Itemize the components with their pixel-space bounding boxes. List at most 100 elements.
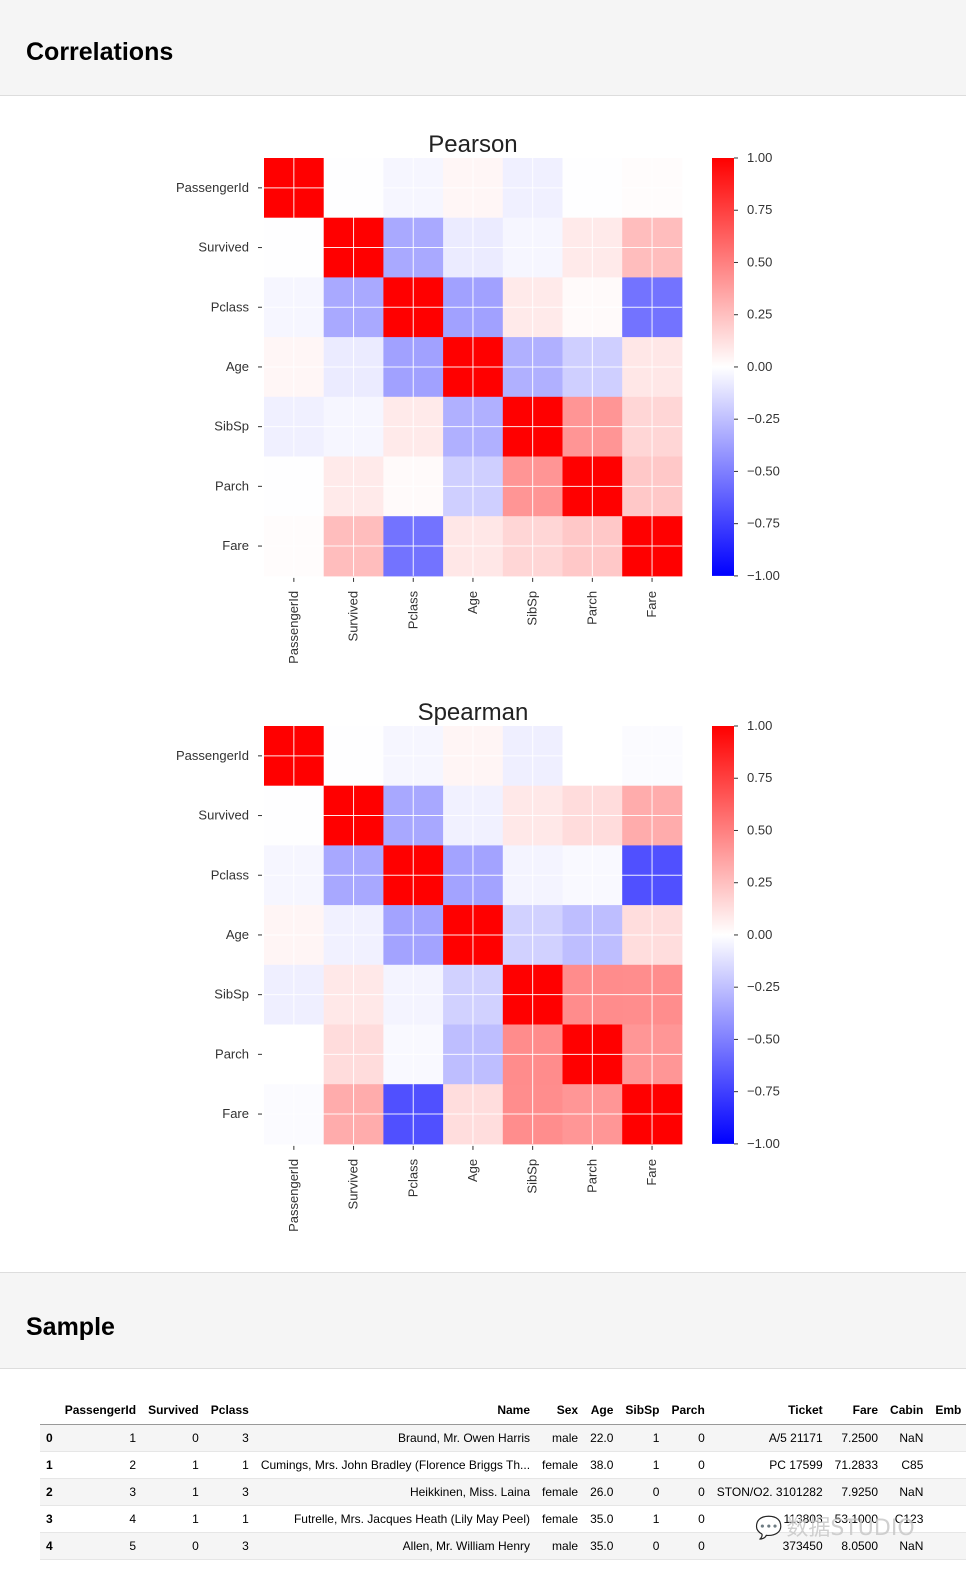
column-header [40, 1396, 59, 1425]
table-cell: 22.0 [584, 1424, 620, 1452]
table-cell: A/5 21171 [710, 1424, 829, 1452]
table-cell [929, 1451, 966, 1479]
watermark: 💬 数据STUDIO [755, 1510, 915, 1542]
colorbar-tick-label: 0.75 [747, 202, 772, 217]
x-tick-label: Pclass [405, 1158, 420, 1197]
table-cell: 0 [142, 1532, 205, 1560]
sample-header: Sample [0, 1272, 966, 1369]
wechat-icon: 💬 [755, 1516, 783, 1541]
pearson-heatmap: Pearson PassengerId Survived Pclass Age SibSp… [176, 131, 780, 664]
y-tick-label: PassengerId [176, 180, 249, 195]
table-cell: NaN [884, 1532, 930, 1560]
colorbar [712, 726, 734, 1144]
y-tick-label: SibSp [214, 987, 249, 1002]
colorbar-tick-label: −1.00 [747, 568, 780, 583]
column-header: Sex [536, 1396, 585, 1425]
column-header: Pclass [204, 1396, 255, 1425]
table-cell: 1 [204, 1451, 255, 1479]
table-cell: 0 [665, 1451, 711, 1479]
x-tick-label: Survived [346, 591, 361, 642]
table-cell: 71.2833 [828, 1451, 885, 1479]
x-tick-label: PassengerId [286, 1159, 301, 1232]
x-tick-label: Pclass [405, 590, 420, 629]
colorbar-tick-label: −0.50 [747, 463, 780, 478]
table-row: 4 5 0 3 Allen, Mr. William Henry male 35.0 0 0 37… [40, 1532, 966, 1560]
x-tick-label: Survived [346, 1159, 361, 1210]
table-cell [929, 1424, 966, 1452]
table-cell: NaN [884, 1424, 930, 1452]
table-cell: female [536, 1451, 585, 1479]
x-tick-label: SibSp [525, 1159, 540, 1194]
table-body: 0 1 0 3 Braund, Mr. Owen Harris male 22.0 1 0 A/5… [40, 1424, 966, 1560]
table-cell: 0 [665, 1505, 711, 1533]
table-cell: 1 [619, 1424, 666, 1452]
colorbar-tick-label: −0.75 [747, 516, 780, 531]
colorbar-tick-label: 0.25 [747, 307, 772, 322]
table-cell: C123 [884, 1505, 930, 1533]
colorbar-tick-label: 0.00 [747, 359, 772, 374]
section-title: Correlations [26, 38, 174, 66]
column-header: Fare [828, 1396, 885, 1425]
x-tick-label: PassengerId [286, 591, 301, 664]
table-cell: 2 [58, 1451, 143, 1479]
table-cell: 1 [58, 1424, 143, 1452]
column-header: Name [254, 1396, 537, 1425]
column-header: Emb [929, 1396, 966, 1425]
table-cell: 0 [142, 1424, 205, 1452]
table-cell: Allen, Mr. William Henry [254, 1532, 537, 1560]
colorbar-tick-label: 0.50 [747, 254, 772, 269]
colorbar-tick-label: 0.50 [747, 822, 772, 837]
table-cell [929, 1532, 966, 1560]
chart-title: Pearson [428, 131, 517, 158]
row-index: 4 [40, 1532, 59, 1560]
table-cell: 1 [142, 1505, 205, 1533]
x-tick-label: SibSp [525, 591, 540, 626]
row-index: 3 [40, 1505, 59, 1533]
colorbar-tick-label: 1.00 [747, 718, 772, 733]
table-cell: 26.0 [584, 1478, 620, 1506]
x-tick-label: Age [465, 591, 480, 614]
y-tick-label: Parch [215, 1046, 249, 1061]
correlations-header: Correlations [0, 0, 966, 96]
column-header: Parch [665, 1396, 711, 1425]
y-tick-label: Fare [222, 538, 249, 553]
column-header: Cabin [884, 1396, 930, 1425]
x-tick-label: Parch [584, 591, 599, 625]
table-cell: 35.0 [584, 1505, 620, 1533]
table-header-row: PassengerId Survived Pclass Name Sex Age… [40, 1396, 966, 1425]
table-cell: 1 [142, 1451, 205, 1479]
table-cell: 0 [665, 1478, 711, 1506]
table-cell: 8.0500 [828, 1532, 885, 1560]
table-cell: 7.9250 [828, 1478, 885, 1506]
y-tick-label: Fare [222, 1106, 249, 1121]
table-cell: 0 [665, 1532, 711, 1560]
colorbar [712, 158, 734, 576]
table-cell: 373450 [710, 1532, 829, 1560]
section-title: Sample [26, 1313, 115, 1341]
table-cell: 3 [204, 1424, 255, 1452]
y-tick-label: Parch [215, 478, 249, 493]
table-cell: 4 [58, 1505, 143, 1533]
table-cell: Heikkinen, Miss. Laina [254, 1478, 537, 1506]
table-cell: 7.2500 [828, 1424, 885, 1452]
column-header: Age [584, 1396, 620, 1425]
table-row: 3 4 1 1 Futrelle, Mrs. Jacques Heath (Lily M… [40, 1505, 966, 1533]
colorbar-tick-label: 0.75 [747, 770, 772, 785]
row-index: 1 [40, 1451, 59, 1479]
sample-table: PassengerId Survived Pclass Name Sex Age… [40, 1396, 966, 1560]
column-header: SibSp [619, 1396, 666, 1425]
table-cell: male [536, 1424, 585, 1452]
table-cell: Futrelle, Mrs. Jacques Heath (Lily May P… [254, 1505, 537, 1533]
y-tick-label: Age [226, 359, 249, 374]
table-cell: female [536, 1505, 585, 1533]
row-index: 0 [40, 1424, 59, 1452]
y-tick-label: Survived [198, 808, 249, 823]
table-cell [929, 1478, 966, 1506]
column-header: PassengerId [58, 1396, 143, 1425]
x-tick-label: Fare [644, 1159, 659, 1186]
table-cell: 38.0 [584, 1451, 620, 1479]
table-cell: NaN [884, 1478, 930, 1506]
colorbar-tick-label: 1.00 [747, 150, 772, 165]
colorbar-tick-label: −1.00 [747, 1136, 780, 1151]
column-header: Ticket [710, 1396, 829, 1425]
